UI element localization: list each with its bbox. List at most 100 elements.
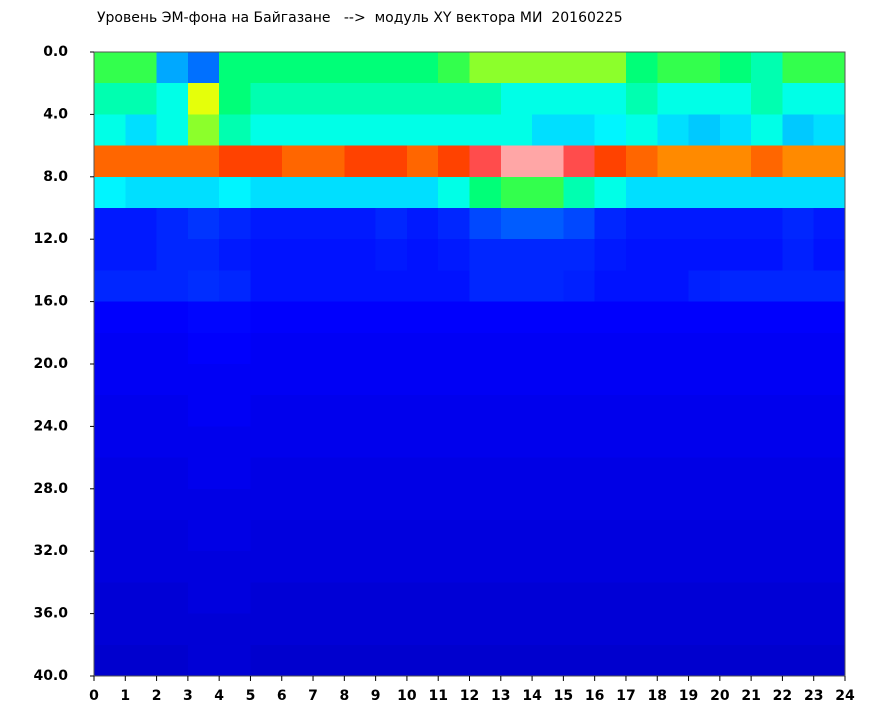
heatmap-cell (187, 332, 220, 365)
heatmap-cell (500, 270, 533, 303)
x-tick-label: 11 (428, 688, 447, 704)
heatmap-cell (344, 457, 377, 490)
heatmap-cell (281, 52, 314, 84)
heatmap-cell (751, 644, 783, 677)
x-tick-label: 17 (616, 688, 635, 704)
heatmap-cell (250, 488, 283, 521)
heatmap-cell (156, 488, 189, 521)
heatmap-cell (532, 457, 564, 490)
heatmap-cell (313, 364, 345, 396)
heatmap-cell (469, 488, 502, 521)
y-tick-label: 36.0 (33, 606, 68, 622)
y-tick-label: 28.0 (33, 481, 68, 497)
heatmap-cell (500, 457, 533, 490)
heatmap-cell (688, 301, 721, 334)
heatmap-cell (469, 52, 502, 84)
heatmap-cell (469, 520, 502, 552)
heatmap-cell (375, 176, 408, 209)
heatmap-cell (782, 488, 815, 521)
heatmap-cell (688, 426, 721, 459)
heatmap-cell (344, 239, 377, 271)
heatmap-cell (94, 364, 126, 396)
heatmap-cell (187, 208, 220, 240)
heatmap-cell (469, 332, 502, 365)
heatmap-cell (406, 270, 439, 303)
heatmap-cell (594, 426, 627, 459)
heatmap-cell (156, 52, 189, 84)
heatmap-cell (500, 551, 533, 583)
heatmap-cell (406, 239, 439, 271)
y-tick-label: 0.0 (43, 44, 68, 60)
heatmap-cell (688, 332, 721, 365)
heatmap-cell (532, 488, 564, 521)
heatmap-cell (688, 145, 721, 178)
heatmap-cell (156, 364, 189, 396)
heatmap-cell (625, 457, 658, 490)
heatmap-cell (375, 364, 408, 396)
heatmap-cell (782, 301, 815, 334)
heatmap-cell (375, 52, 408, 84)
x-tick-label: 18 (648, 688, 667, 704)
heatmap-cell (438, 395, 470, 427)
heatmap-cell (500, 520, 533, 552)
chart-title: Уровень ЭМ-фона на Байгазане --> модуль … (97, 10, 623, 26)
heatmap-cell (250, 457, 283, 490)
heatmap-cell (187, 270, 220, 303)
heatmap-cell (313, 301, 345, 334)
heatmap-cell (250, 613, 283, 646)
heatmap-cell (375, 457, 408, 490)
heatmap-cell (469, 145, 502, 178)
heatmap-cell (250, 83, 283, 115)
heatmap-cell (250, 364, 283, 396)
heatmap-cell (250, 582, 283, 615)
heatmap-cell (532, 114, 564, 147)
heatmap-cell (125, 270, 158, 303)
heatmap-cell (438, 52, 470, 84)
heatmap-cell (406, 613, 439, 646)
heatmap-cell (156, 114, 189, 147)
heatmap-cell (657, 52, 690, 84)
heatmap-cell (187, 613, 220, 646)
heatmap-cell (281, 364, 314, 396)
heatmap-cell (751, 395, 783, 427)
heatmap-cell (94, 426, 126, 459)
heatmap-cell (125, 176, 158, 209)
heatmap-cell (719, 457, 752, 490)
x-tick-label: 9 (371, 688, 381, 704)
heatmap-cell (563, 176, 596, 209)
heatmap-cell (625, 551, 658, 583)
heatmap-cell (313, 239, 345, 271)
heatmap-cell (719, 208, 752, 240)
heatmap-cell (344, 426, 377, 459)
heatmap-cell (813, 582, 846, 615)
heatmap-cell (219, 208, 251, 240)
heatmap-cell (344, 551, 377, 583)
heatmap-cell (250, 332, 283, 365)
heatmap-cell (751, 270, 783, 303)
y-tick-label: 24.0 (33, 418, 68, 434)
heatmap-cell (313, 332, 345, 365)
heatmap-cell (250, 551, 283, 583)
heatmap-cell (187, 520, 220, 552)
heatmap-cell (187, 364, 220, 396)
x-tick-label: 20 (710, 688, 730, 704)
heatmap-cell (813, 52, 846, 84)
heatmap-cell (313, 395, 345, 427)
heatmap-cell (438, 582, 470, 615)
heatmap-cell (281, 176, 314, 209)
heatmap-cell (94, 582, 126, 615)
heatmap-cell (375, 395, 408, 427)
heatmap-cell (406, 176, 439, 209)
x-tick-label: 8 (339, 688, 349, 704)
heatmap-cell (688, 395, 721, 427)
heatmap-cell (751, 332, 783, 365)
heatmap-cell (469, 83, 502, 115)
heatmap-cell (657, 270, 690, 303)
y-tick-label: 8.0 (43, 169, 68, 185)
heatmap-cell (657, 239, 690, 271)
heatmap-cell (406, 145, 439, 178)
heatmap-cell (438, 239, 470, 271)
heatmap-cell (719, 301, 752, 334)
heatmap-cell (156, 613, 189, 646)
heatmap-cell (657, 520, 690, 552)
